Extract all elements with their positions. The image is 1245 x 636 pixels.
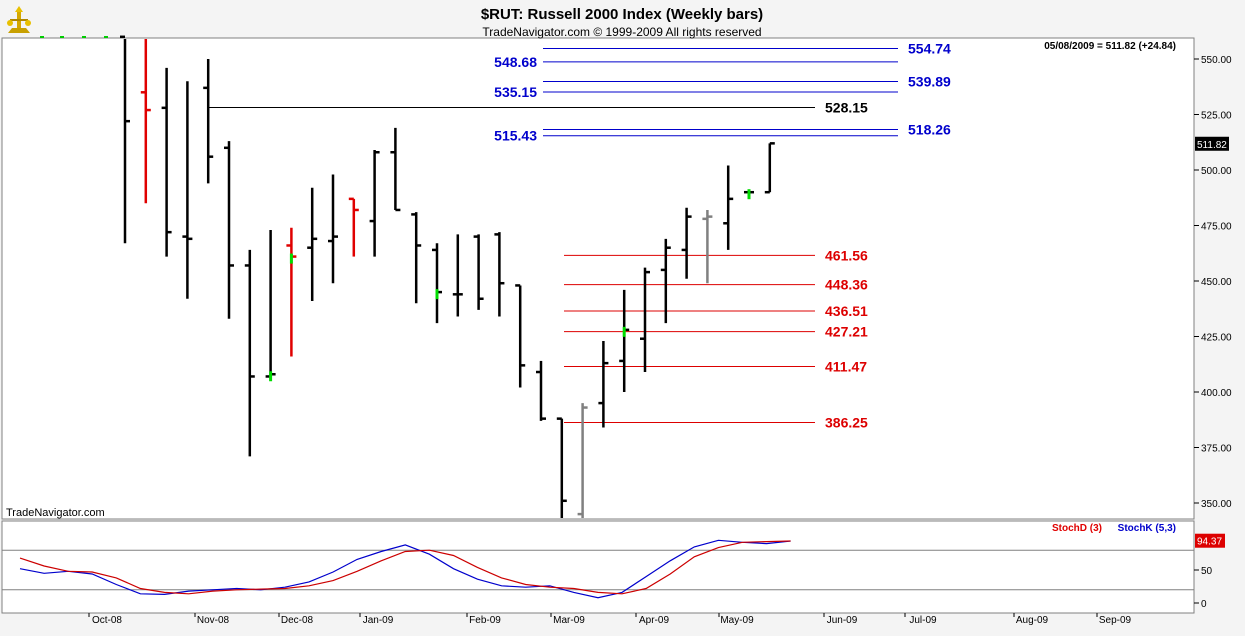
watermark: TradeNavigator.com bbox=[6, 507, 105, 519]
level-lines: 554.74 548.68 539.89 535.15 528.15 518.26 515.… bbox=[208, 40, 951, 431]
stoch-tick-label: 50 bbox=[1201, 566, 1213, 577]
legend-stochk: StochK (5,3) bbox=[1118, 523, 1176, 534]
stochastic-lines: 0 50 94.37 bbox=[2, 533, 1225, 610]
level-label: 448.36 bbox=[825, 277, 868, 293]
level-label: 548.68 bbox=[494, 54, 537, 70]
price-bars bbox=[40, 35, 775, 518]
stoch-series-line bbox=[19, 539, 791, 599]
trade-navigator-logo-icon[interactable] bbox=[7, 6, 31, 33]
time-tick-label: Jan-09 bbox=[363, 615, 394, 626]
time-tick-label: Aug-09 bbox=[1016, 615, 1049, 626]
level-label: 539.89 bbox=[908, 73, 951, 89]
stoch-last-value-label: 94.37 bbox=[1197, 537, 1222, 548]
last-price-status: 05/08/2009 = 511.82 (+24.84) bbox=[1044, 41, 1176, 52]
level-label: 535.15 bbox=[494, 84, 537, 100]
level-label: 386.25 bbox=[825, 415, 868, 431]
stoch-tick-label: 0 bbox=[1201, 599, 1207, 610]
chart-title: $RUT: Russell 2000 Index (Weekly bars) bbox=[481, 6, 763, 23]
time-tick-label: Mar-09 bbox=[553, 615, 585, 626]
price-axis: 350.00 375.00 400.00 425.00 450.00 475.00 500.… bbox=[1194, 55, 1232, 510]
price-tick-label: 400.00 bbox=[1201, 388, 1232, 399]
last-price-box bbox=[1195, 136, 1229, 151]
copyright-subtitle: TradeNavigator.com © 1999-2009 All right… bbox=[482, 25, 761, 39]
time-tick-label: Apr-09 bbox=[639, 615, 669, 626]
time-tick-label: Dec-08 bbox=[281, 615, 314, 626]
stoch-last-value-box bbox=[1195, 533, 1225, 548]
stoch-series-line bbox=[19, 540, 791, 595]
stochastic-panel bbox=[1, 520, 1195, 614]
time-tick-label: May-09 bbox=[720, 615, 754, 626]
level-label: 461.56 bbox=[825, 247, 868, 263]
legend-stochd: StochD (3) bbox=[1052, 523, 1102, 534]
last-price-label: 511.82 bbox=[1197, 140, 1227, 151]
level-label: 528.15 bbox=[825, 100, 868, 116]
price-tick-label: 350.00 bbox=[1201, 499, 1232, 510]
price-panel bbox=[1, 37, 1195, 520]
level-label: 427.21 bbox=[825, 324, 868, 340]
price-tick-label: 375.00 bbox=[1201, 444, 1232, 455]
level-label: 436.51 bbox=[825, 303, 868, 319]
level-label: 518.26 bbox=[908, 121, 951, 137]
time-tick-label: Feb-09 bbox=[469, 615, 501, 626]
price-tick-label: 550.00 bbox=[1201, 55, 1232, 66]
price-tick-label: 525.00 bbox=[1201, 111, 1232, 122]
time-tick-label: Jul-09 bbox=[909, 615, 937, 626]
time-tick-label: Sep-09 bbox=[1099, 615, 1132, 626]
price-tick-label: 450.00 bbox=[1201, 277, 1232, 288]
price-tick-label: 475.00 bbox=[1201, 222, 1232, 233]
level-label: 554.74 bbox=[908, 40, 951, 56]
time-tick-label: Oct-08 bbox=[92, 615, 122, 626]
time-axis: Oct-08 Nov-08 Dec-08 Jan-09 Feb-09 Mar-09 Apr-… bbox=[88, 613, 1132, 626]
price-tick-label: 425.00 bbox=[1201, 333, 1232, 344]
level-label: 515.43 bbox=[494, 128, 537, 144]
time-tick-label: Nov-08 bbox=[197, 615, 230, 626]
price-tick-label: 500.00 bbox=[1201, 166, 1232, 177]
time-tick-label: Jun-09 bbox=[827, 615, 858, 626]
level-label: 411.47 bbox=[825, 359, 867, 375]
